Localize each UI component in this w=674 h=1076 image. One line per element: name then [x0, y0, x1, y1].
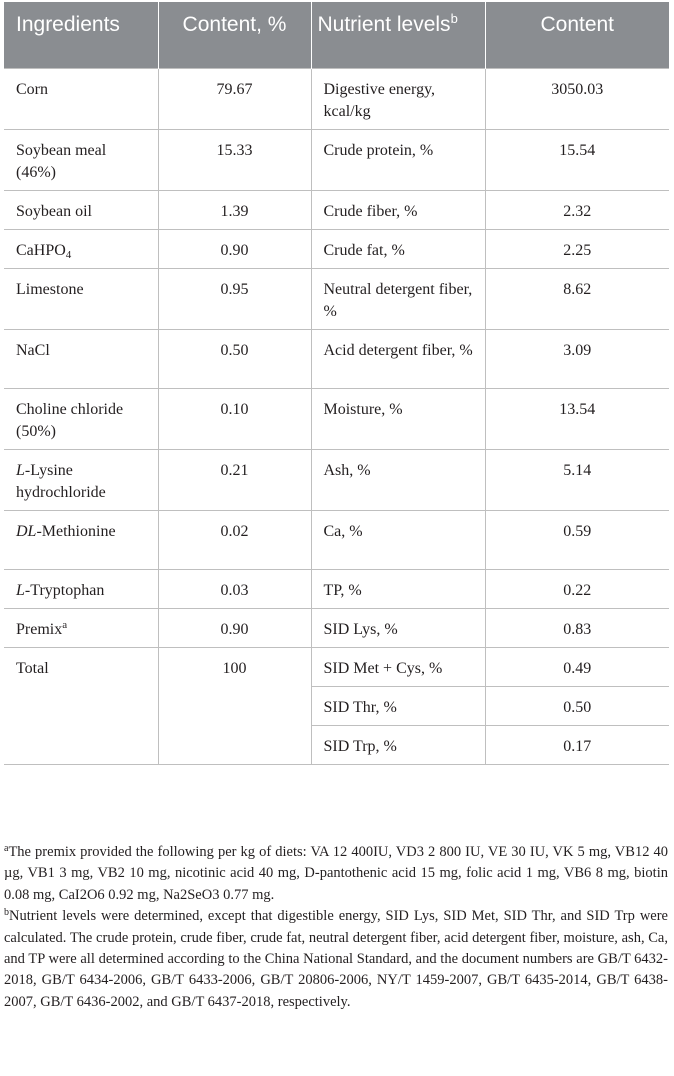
nutrient-cell: SID Met + Cys, % — [310, 646, 485, 686]
value-cell: 0.83 — [484, 607, 669, 647]
footnote-a: aThe premix provided the following per k… — [4, 842, 668, 906]
header-nutrient-levels: Nutrient levelsb — [310, 2, 485, 68]
table-row: SID Trp, % 0.17 — [4, 724, 669, 765]
ingredient-text: Premix — [16, 620, 63, 638]
footnote-b: bNutrient levels were determined, except… — [4, 906, 668, 1013]
footnote-b-text: Nutrient levels were determined, except … — [4, 908, 668, 1010]
table-row: Premixa 0.90 SID Lys, % 0.83 — [4, 607, 669, 647]
ingredient-prefix: L — [16, 461, 25, 479]
value-cell: 8.62 — [484, 267, 669, 329]
nutrient-cell: Moisture, % — [310, 387, 485, 449]
ingredient-cell: Limestone — [4, 267, 158, 329]
nutrient-cell: Ca, % — [310, 509, 485, 569]
value-cell: 0.49 — [484, 646, 669, 686]
ingredient-text: -Lysine hydrochloride — [16, 461, 106, 501]
value-cell: 0.50 — [484, 685, 669, 725]
diet-composition-table: Ingredients Content, % Nutrient levelsb … — [4, 2, 669, 765]
nutrient-cell: Ash, % — [310, 448, 485, 510]
nutrient-cell: Acid detergent fiber, % — [310, 328, 485, 388]
ingredient-cell — [4, 686, 158, 725]
ingredient-cell: L-Tryptophan — [4, 568, 158, 608]
value-cell: 2.32 — [484, 189, 669, 229]
value-cell: 3.09 — [484, 328, 669, 388]
content-cell: 0.50 — [157, 328, 311, 388]
ingredient-cell: Corn — [4, 67, 158, 129]
ingredient-cell: Total — [4, 646, 158, 686]
value-cell: 15.54 — [484, 128, 669, 190]
content-cell: 1.39 — [157, 189, 311, 229]
table-row: Limestone 0.95 Neutral detergent fiber, … — [4, 267, 669, 329]
nutrient-cell: SID Trp, % — [310, 724, 485, 765]
footnote-a-text: The premix provided the following per kg… — [4, 844, 668, 903]
content-cell: 15.33 — [157, 128, 311, 190]
table-row: Soybean meal (46%) 15.33 Crude protein, … — [4, 128, 669, 190]
content-cell: 0.10 — [157, 387, 311, 449]
ingredient-cell: Soybean oil — [4, 189, 158, 229]
ingredient-cell: L-Lysine hydrochloride — [4, 448, 158, 510]
value-cell: 2.25 — [484, 228, 669, 268]
ingredient-cell: DL-Methionine — [4, 509, 158, 569]
value-cell: 5.14 — [484, 448, 669, 510]
header-content-percent-text: Content, % — [182, 13, 287, 36]
content-cell: 79.67 — [157, 67, 311, 129]
ingredient-subscript: 4 — [65, 248, 72, 261]
table-header-row: Ingredients Content, % Nutrient levelsb … — [4, 2, 669, 68]
table-row: SID Thr, % 0.50 — [4, 685, 669, 725]
footnote-b-mark: b — [4, 907, 9, 919]
table-row: Corn 79.67 Digestive energy, kcal/kg 305… — [4, 67, 669, 129]
content-cell: 0.95 — [157, 267, 311, 329]
value-cell: 3050.03 — [484, 67, 669, 129]
table-row: Choline chloride (50%) 0.10 Moisture, % … — [4, 387, 669, 449]
footnote-b-marker: b — [450, 11, 458, 26]
ingredient-prefix: L — [16, 581, 25, 599]
nutrient-cell: Crude fiber, % — [310, 189, 485, 229]
content-cell: 0.21 — [157, 448, 311, 510]
header-content: Content — [484, 2, 669, 68]
content-cell — [157, 725, 311, 765]
table-row: CaHPO4 0.90 Crude fat, % 2.25 — [4, 228, 669, 268]
ingredient-cell: Soybean meal (46%) — [4, 128, 158, 190]
table-row: DL-Methionine 0.02 Ca, % 0.59 — [4, 509, 669, 569]
nutrient-cell: Neutral detergent fiber, % — [310, 267, 485, 329]
value-cell: 0.22 — [484, 568, 669, 608]
nutrient-cell: Crude protein, % — [310, 128, 485, 190]
nutrient-cell: TP, % — [310, 568, 485, 608]
ingredient-cell: Choline chloride (50%) — [4, 387, 158, 449]
ingredient-cell — [4, 725, 158, 765]
value-cell: 13.54 — [484, 387, 669, 449]
header-ingredients: Ingredients — [16, 13, 120, 36]
nutrient-cell: SID Lys, % — [310, 607, 485, 647]
table-row: L-Tryptophan 0.03 TP, % 0.22 — [4, 568, 669, 608]
ingredient-cell: CaHPO4 — [4, 228, 158, 268]
table-row: Soybean oil 1.39 Crude fiber, % 2.32 — [4, 189, 669, 229]
table-row: NaCl 0.50 Acid detergent fiber, % 3.09 — [4, 328, 669, 388]
value-cell: 0.17 — [484, 724, 669, 765]
header-content-percent: Content, % — [157, 2, 311, 68]
nutrient-cell: Crude fat, % — [310, 228, 485, 268]
content-cell: 0.03 — [157, 568, 311, 608]
ingredient-cell: Premixa — [4, 607, 158, 647]
ingredient-cell: NaCl — [4, 328, 158, 388]
ingredient-text: -Methionine — [36, 522, 116, 540]
footnote-a-marker: a — [62, 618, 68, 631]
nutrient-cell: Digestive energy, kcal/kg — [310, 67, 485, 129]
header-nutrient-levels-text: Nutrient levels — [317, 13, 451, 36]
content-cell: 0.90 — [157, 228, 311, 268]
ingredient-text: CaHPO — [16, 241, 66, 259]
content-cell — [157, 686, 311, 725]
content-cell: 100 — [157, 646, 311, 686]
table-row: Total 100 SID Met + Cys, % 0.49 — [4, 646, 669, 686]
table-footnotes: aThe premix provided the following per k… — [4, 842, 668, 1013]
table-row: L-Lysine hydrochloride 0.21 Ash, % 5.14 — [4, 448, 669, 510]
content-cell: 0.90 — [157, 607, 311, 647]
content-cell: 0.02 — [157, 509, 311, 569]
nutrient-cell: SID Thr, % — [310, 685, 485, 725]
value-cell: 0.59 — [484, 509, 669, 569]
footnote-a-mark: a — [4, 843, 9, 854]
ingredient-prefix: DL — [16, 522, 37, 540]
ingredient-text: -Tryptophan — [24, 581, 105, 599]
